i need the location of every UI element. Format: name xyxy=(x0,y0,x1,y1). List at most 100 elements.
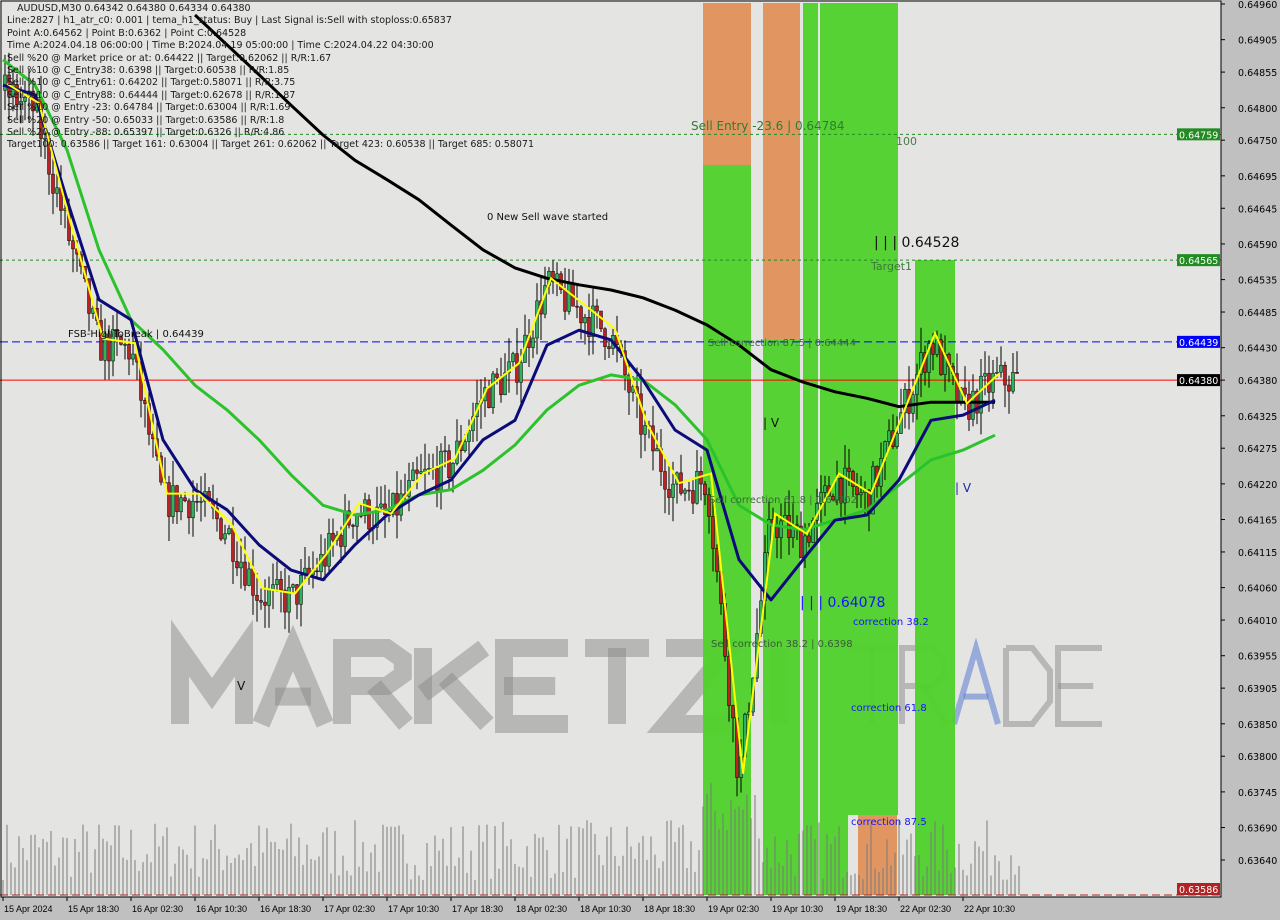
candle-body xyxy=(351,524,355,527)
y-tick-label: 0.64855 xyxy=(1238,68,1277,79)
price-tag-label: 0.64380 xyxy=(1179,376,1218,387)
target1-label: Target1 xyxy=(871,260,913,273)
candle-body xyxy=(271,584,275,590)
candle-body xyxy=(775,525,779,538)
candle-body xyxy=(55,187,59,194)
candle-body xyxy=(843,467,847,504)
candle-body xyxy=(11,84,15,97)
candle-body xyxy=(715,548,719,572)
candle-body xyxy=(1007,384,1011,392)
candle-body xyxy=(903,389,907,414)
info-line: Line:2827 | h1_atr_c0: 0.001 | tema_h1_s… xyxy=(7,15,452,27)
candle-body xyxy=(167,482,171,517)
y-tick-label: 0.64800 xyxy=(1238,104,1277,115)
candle-body xyxy=(187,500,191,519)
candle-body xyxy=(179,497,183,513)
x-tick-label: 15 Apr 18:30 xyxy=(68,904,119,914)
price-tag xyxy=(1177,335,1220,348)
candle-body xyxy=(279,579,283,591)
candle-body xyxy=(495,373,499,378)
candle-body xyxy=(839,477,843,504)
y-tick-label: 0.63850 xyxy=(1238,720,1277,731)
y-tick-label: 0.64645 xyxy=(1238,204,1277,215)
y-tick-label: 0.64010 xyxy=(1238,616,1277,627)
candle-body xyxy=(931,343,935,355)
candle-body xyxy=(995,371,999,374)
x-tick-label: 17 Apr 02:30 xyxy=(324,904,375,914)
x-tick-label: 16 Apr 10:30 xyxy=(196,904,247,914)
signal-zone xyxy=(820,3,848,895)
candle-body xyxy=(411,469,415,481)
watermark-stroke xyxy=(367,680,413,730)
y-tick-label: 0.64275 xyxy=(1238,444,1277,455)
correction-382-blue-label: correction 38.2 xyxy=(853,617,929,628)
info-line: Sell %20 @ Entry -50: 0.65033 || Target:… xyxy=(7,114,285,126)
price-tag xyxy=(1177,883,1220,895)
candle-body xyxy=(819,492,823,504)
signal-zone xyxy=(803,3,818,895)
candle-body xyxy=(215,507,219,520)
watermark-stroke xyxy=(951,637,1001,725)
price-tag xyxy=(1177,374,1220,387)
candle-body xyxy=(967,393,971,420)
candle-body xyxy=(283,589,287,613)
y-tick-label: 0.64960 xyxy=(1238,0,1277,11)
correction-382-label: Sell correction 38.2 | 0.6398 xyxy=(711,639,853,650)
candle-body xyxy=(531,337,535,348)
candle-body xyxy=(859,492,863,496)
candle-body xyxy=(655,448,659,452)
candle-body xyxy=(275,579,279,585)
candle-body xyxy=(419,471,423,474)
candle-body xyxy=(15,84,19,105)
candle-body xyxy=(1011,372,1015,392)
candle-body xyxy=(23,96,27,102)
candle-body xyxy=(235,561,239,569)
candle-body xyxy=(503,372,507,396)
fsb-label: FSB-HighToBreak | 0.64439 xyxy=(68,329,204,340)
price-tag-label: 0.64439 xyxy=(1179,338,1218,349)
price-tag-label: 0.63586 xyxy=(1179,885,1218,896)
candle-body xyxy=(807,535,811,543)
info-line: Target100: 0.63586 || Target 161: 0.6300… xyxy=(7,139,534,151)
candle-body xyxy=(71,240,75,250)
y-tick-label: 0.64695 xyxy=(1238,172,1277,183)
candle-body xyxy=(607,346,611,349)
candle-body xyxy=(695,471,699,504)
x-tick-label: 22 Apr 10:30 xyxy=(964,904,1015,914)
plot-background xyxy=(0,0,1221,897)
candle-body xyxy=(447,450,451,478)
price-tag xyxy=(1177,128,1220,141)
candle-body xyxy=(43,138,47,140)
candle-body xyxy=(515,353,519,383)
candle-body xyxy=(703,483,707,496)
candle-body xyxy=(671,483,675,498)
candle-body xyxy=(227,528,231,534)
signal-zone xyxy=(848,3,898,133)
candle-body xyxy=(687,489,691,492)
candle-body xyxy=(379,503,383,508)
candle-body xyxy=(263,601,267,606)
candle-body xyxy=(295,584,299,605)
iv-label-1: | V xyxy=(763,416,780,430)
signal-zone xyxy=(763,3,800,340)
candle-body xyxy=(591,305,595,337)
y-tick-label: 0.63745 xyxy=(1238,788,1277,799)
candle-body xyxy=(355,515,359,527)
candle-body xyxy=(231,528,235,562)
candle-body xyxy=(315,570,319,573)
iv-label-2: | V xyxy=(955,481,972,495)
candle-body xyxy=(551,270,555,283)
candle-body xyxy=(663,471,667,490)
x-tick-label: 18 Apr 18:30 xyxy=(644,904,695,914)
candle-body xyxy=(811,520,815,543)
price-tag-label: 0.64759 xyxy=(1179,130,1218,141)
candle-body xyxy=(111,329,115,362)
candle-body xyxy=(895,433,899,447)
x-tick-label: 22 Apr 02:30 xyxy=(900,904,951,914)
candle-body xyxy=(467,430,471,442)
x-tick-label: 18 Apr 02:30 xyxy=(516,904,567,914)
watermark-stroke xyxy=(417,640,490,701)
candle-body xyxy=(115,329,119,338)
candle-body xyxy=(239,561,243,569)
